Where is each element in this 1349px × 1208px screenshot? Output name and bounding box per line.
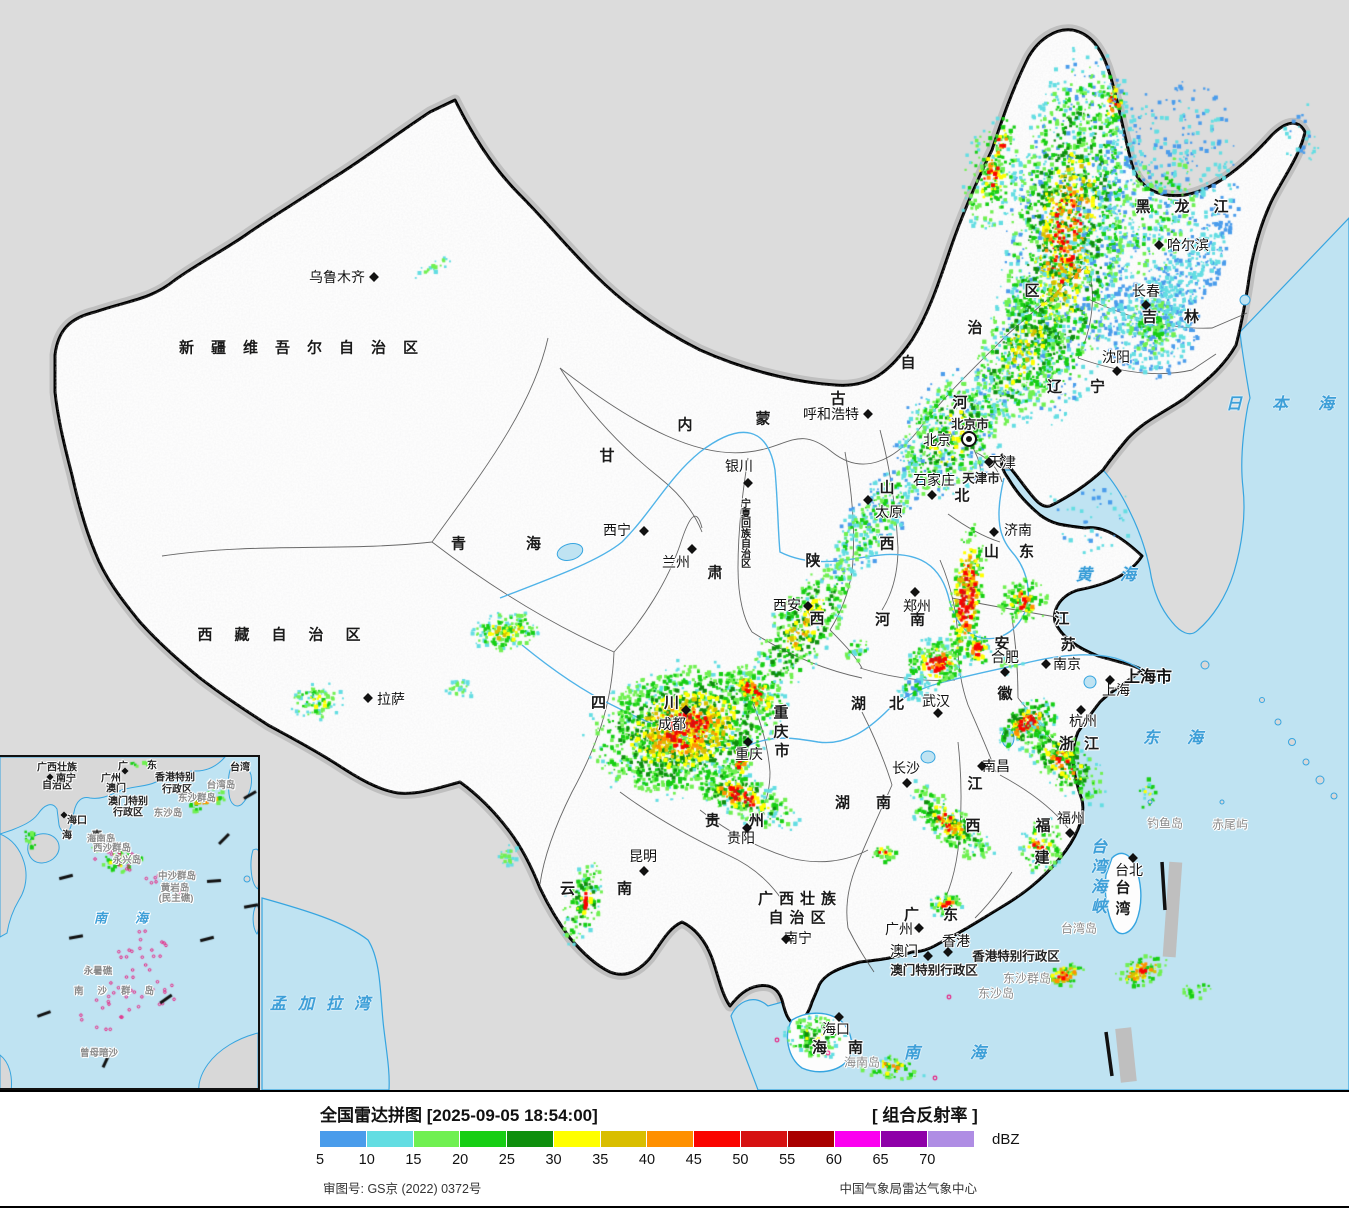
south-china-sea-inset: 广西壮族 自治区 南宁广东广州 香港特别 行政区 澳门 澳门特别 行政区 台湾 台湾岛 东沙群岛 东沙… bbox=[0, 755, 260, 1090]
credit: 中国气象局雷达气象中心 bbox=[839, 1182, 977, 1196]
colorbar-tick: 20 bbox=[452, 1152, 469, 1168]
colorbar-segment bbox=[366, 1131, 414, 1147]
colorbar-segment bbox=[647, 1131, 695, 1147]
inset-label: 南 bbox=[92, 830, 102, 842]
inset-label: 南宁 bbox=[56, 773, 76, 785]
colorbar-segment bbox=[787, 1131, 835, 1147]
colorbar-ticks: 5 10 15 20 25 30 35 40 45 50 55 60 65 70 bbox=[316, 1152, 1020, 1170]
inset-label: 自治区 bbox=[42, 780, 72, 792]
inset-label: (民主礁) bbox=[158, 893, 194, 904]
colorbar-tick: 55 bbox=[779, 1152, 796, 1168]
colorbar-tick: 40 bbox=[638, 1152, 656, 1168]
colorbar-segment bbox=[881, 1131, 929, 1147]
inset-label: 西沙群岛 bbox=[92, 843, 132, 854]
inset-label: 永暑礁 bbox=[83, 966, 113, 977]
colorbar-segment bbox=[834, 1131, 882, 1147]
inset-label: 黄岩岛 bbox=[160, 883, 190, 894]
colorbar-segment bbox=[741, 1131, 788, 1147]
inset-label: 东 bbox=[147, 760, 157, 772]
inset-label: 海口 bbox=[67, 815, 87, 827]
inset-overlay bbox=[0, 757, 258, 1088]
china-radar-map: 新疆维吾尔自治区 西藏自治区 青海甘肃内蒙古自治区黑龙江 吉林 辽宁河北山西山东 河南陕西… bbox=[0, 0, 1349, 1090]
map-title: 全国雷达拼图 [2025-09-05 18:54:00] bbox=[320, 1106, 598, 1125]
dbz-unit-label: dBZ bbox=[992, 1131, 1020, 1148]
colorbar-tick: 65 bbox=[872, 1152, 889, 1168]
colorbar-tick: 15 bbox=[405, 1152, 422, 1168]
inset-label: 南沙群岛 bbox=[73, 986, 169, 997]
inset-label: 广西壮族 bbox=[37, 762, 77, 774]
inset-label: 曾母暗沙 bbox=[79, 1048, 119, 1059]
inset-label: 南海 bbox=[93, 910, 177, 926]
colorbar-tick: 25 bbox=[498, 1152, 515, 1168]
dbz-colorbar bbox=[320, 1131, 974, 1147]
inset-labels-layer: 广西壮族 自治区 南宁广东广州 香港特别 行政区 澳门 澳门特别 行政区 台湾 台湾岛 东沙群岛 东沙… bbox=[0, 757, 258, 1088]
inset-label: 台湾岛 bbox=[206, 780, 236, 791]
colorbar-segment bbox=[600, 1131, 648, 1147]
inset-label: 广州 bbox=[101, 773, 121, 785]
inset-label: 澳门特别 bbox=[108, 796, 148, 808]
colorbar-segment bbox=[320, 1131, 367, 1147]
inset-label: 台湾 bbox=[230, 762, 250, 774]
product-label: [ 组合反射率 ] bbox=[872, 1106, 978, 1125]
legend-panel: 全国雷达拼图 [2025-09-05 18:54:00] [ 组合反射率 ] d… bbox=[0, 1090, 1349, 1208]
colorbar-segment bbox=[694, 1131, 742, 1147]
inset-label: 永兴岛 bbox=[112, 855, 142, 866]
colorbar-segment bbox=[553, 1131, 601, 1147]
colorbar-segment bbox=[928, 1131, 974, 1147]
inset-label: 海南岛 bbox=[86, 834, 116, 845]
inset-label: 东沙岛 bbox=[153, 808, 183, 819]
inset-label: 行政区 bbox=[113, 807, 143, 819]
colorbar-segment bbox=[413, 1131, 461, 1147]
colorbar-tick: 35 bbox=[592, 1152, 609, 1168]
colorbar-tick: 70 bbox=[919, 1152, 936, 1168]
colorbar-tick: 5 bbox=[315, 1152, 325, 1168]
colorbar-tick: 10 bbox=[358, 1152, 375, 1168]
colorbar-tick: 45 bbox=[685, 1152, 702, 1168]
colorbar-tick: 50 bbox=[732, 1152, 749, 1168]
colorbar-segment bbox=[507, 1131, 554, 1147]
inset-label: 东沙群岛 bbox=[177, 793, 217, 804]
colorbar-segment bbox=[460, 1131, 508, 1147]
license-number: 审图号: GS京 (2022) 0372号 bbox=[323, 1182, 482, 1196]
inset-label: 中沙群岛 bbox=[157, 871, 197, 882]
inset-label: 香港特别 bbox=[155, 772, 195, 784]
inset-label: 广 bbox=[118, 761, 128, 773]
colorbar-tick: 60 bbox=[825, 1152, 842, 1168]
colorbar-tick: 30 bbox=[545, 1152, 562, 1168]
inset-label: 行政区 bbox=[162, 784, 192, 796]
inset-label: 海 bbox=[62, 830, 72, 842]
inset-label: 澳门 bbox=[106, 783, 126, 795]
